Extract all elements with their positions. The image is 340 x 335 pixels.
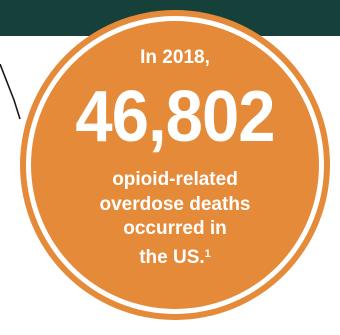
stat-caption: opioid-related overdose deaths occurred … [31,168,319,270]
stat-circle [31,21,319,309]
pointer-line-graphic [0,64,24,134]
stat-caption-line: opioid-related [112,169,238,190]
footnote-marker: 1 [204,247,211,260]
stat-number: 46,802 [75,77,275,157]
stat-caption-line: the US. [139,246,205,268]
stat-caption-line: occurred in [123,218,227,239]
stat-caption-last-line: the US.1 [31,242,319,271]
stat-intro: In 2018, [140,47,210,68]
stat-caption-line: overdose deaths [99,193,251,215]
